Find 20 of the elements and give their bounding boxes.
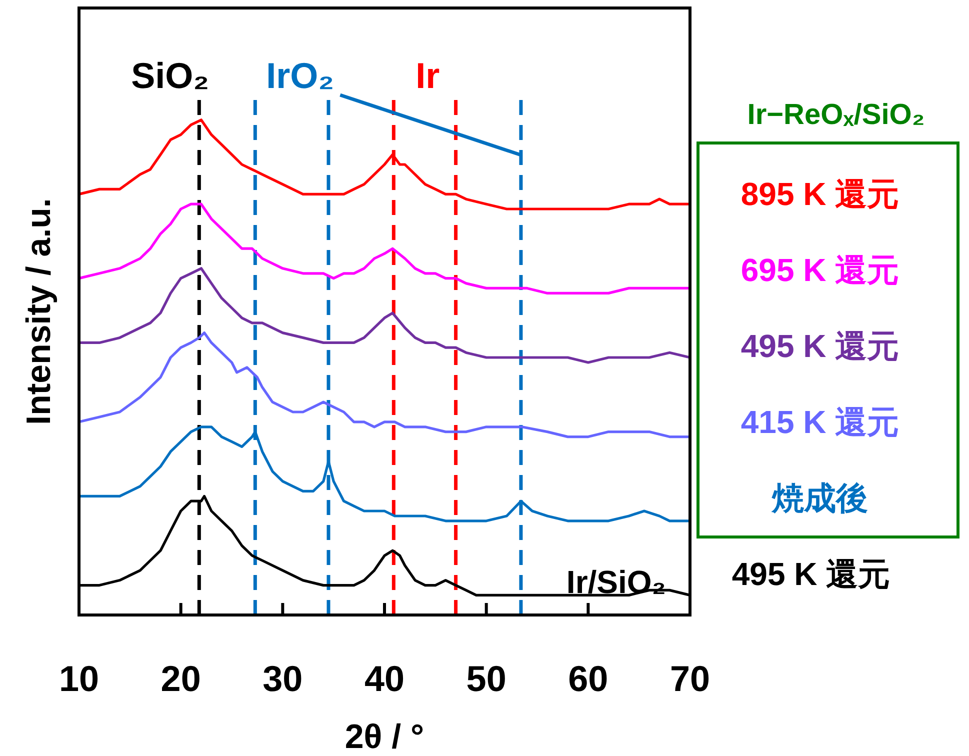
series-label: 415 K 還元 bbox=[740, 404, 900, 440]
text: 焼成後 bbox=[771, 480, 868, 516]
series-label: 895 K 還元 bbox=[740, 176, 900, 212]
ref-line-label: SiO₂ bbox=[131, 55, 210, 96]
ref-line-label: IrO₂ bbox=[266, 55, 334, 96]
x-tick-label: 10 bbox=[58, 658, 100, 699]
series-label: 695 K 還元 bbox=[740, 252, 900, 288]
x-tick-label: 50 bbox=[466, 658, 506, 699]
x-tick-label: 60 bbox=[568, 658, 608, 699]
annotation: Ir/SiO₂ bbox=[566, 564, 666, 600]
x-tick-label: 40 bbox=[364, 658, 405, 699]
ref-line-label: Ir bbox=[416, 55, 440, 96]
series-label: 495 K 還元 bbox=[732, 556, 890, 592]
x-axis-title: 2θ / ° bbox=[344, 718, 424, 756]
legend-title: Ir−ReOₓ/SiO₂ bbox=[747, 99, 925, 131]
y-axis-title: Intensity / a.u. bbox=[20, 198, 58, 425]
x-tick-label: 70 bbox=[670, 658, 710, 699]
x-tick-label: 20 bbox=[160, 658, 201, 699]
series-label: 495 K 還元 bbox=[740, 328, 900, 364]
x-tick-label: 30 bbox=[262, 658, 303, 699]
